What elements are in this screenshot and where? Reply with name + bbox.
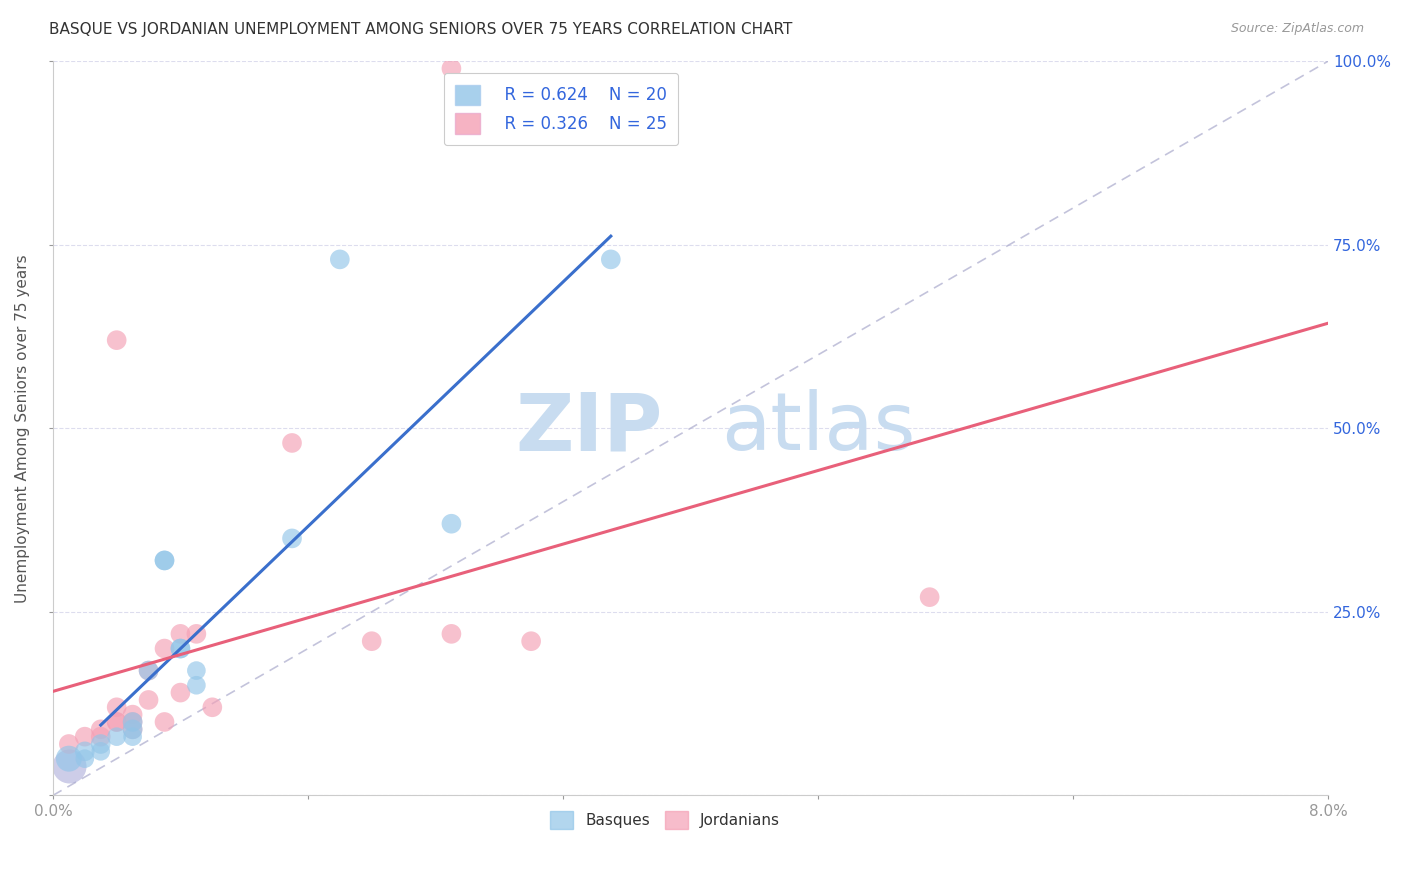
Text: Source: ZipAtlas.com: Source: ZipAtlas.com xyxy=(1230,22,1364,36)
Point xyxy=(169,627,191,641)
Y-axis label: Unemployment Among Seniors over 75 years: Unemployment Among Seniors over 75 years xyxy=(15,254,30,603)
Point xyxy=(58,737,80,751)
Point xyxy=(90,723,112,737)
Point xyxy=(520,634,543,648)
Point xyxy=(138,664,160,678)
Point xyxy=(918,590,941,604)
Point xyxy=(105,700,128,714)
Point xyxy=(138,693,160,707)
Point xyxy=(58,759,80,773)
Point xyxy=(169,685,191,699)
Point xyxy=(105,714,128,729)
Point xyxy=(121,714,143,729)
Point xyxy=(73,730,96,744)
Point xyxy=(105,333,128,347)
Point xyxy=(281,436,304,450)
Point xyxy=(440,627,463,641)
Point xyxy=(281,532,304,546)
Text: BASQUE VS JORDANIAN UNEMPLOYMENT AMONG SENIORS OVER 75 YEARS CORRELATION CHART: BASQUE VS JORDANIAN UNEMPLOYMENT AMONG S… xyxy=(49,22,793,37)
Point xyxy=(90,730,112,744)
Point xyxy=(121,730,143,744)
Point xyxy=(169,641,191,656)
Point xyxy=(121,714,143,729)
Point xyxy=(105,730,128,744)
Point xyxy=(329,252,352,267)
Text: atlas: atlas xyxy=(721,389,915,467)
Point xyxy=(121,723,143,737)
Point xyxy=(58,752,80,766)
Point xyxy=(440,62,463,76)
Point xyxy=(186,664,208,678)
Point xyxy=(153,641,176,656)
Point xyxy=(138,664,160,678)
Text: ZIP: ZIP xyxy=(515,389,662,467)
Point xyxy=(201,700,224,714)
Point xyxy=(440,516,463,531)
Point xyxy=(90,737,112,751)
Point xyxy=(121,707,143,722)
Point xyxy=(73,752,96,766)
Point xyxy=(360,634,382,648)
Legend: Basques, Jordanians: Basques, Jordanians xyxy=(544,805,786,836)
Point xyxy=(169,641,191,656)
Point xyxy=(186,627,208,641)
Point xyxy=(90,744,112,758)
Point xyxy=(121,723,143,737)
Point xyxy=(153,553,176,567)
Point xyxy=(105,714,128,729)
Point xyxy=(599,252,621,267)
Point xyxy=(153,553,176,567)
Point xyxy=(153,714,176,729)
Point xyxy=(186,678,208,692)
Point xyxy=(73,744,96,758)
